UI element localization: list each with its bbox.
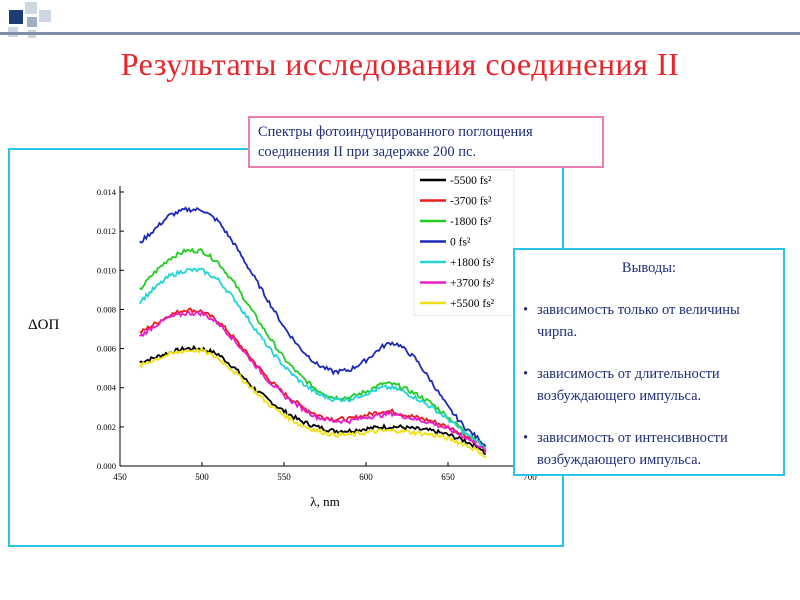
legend-label: -5500 fs² [450, 175, 492, 187]
series-line [138, 267, 487, 451]
y-tick-label: 0.010 [97, 265, 116, 275]
y-tick-label: 0.002 [97, 422, 116, 432]
decor-square [39, 10, 51, 22]
legend-label: +3700 fs² [450, 278, 495, 290]
y-tick-label: 0.008 [97, 304, 116, 314]
x-tick-label: 450 [113, 472, 127, 482]
x-tick-label: 550 [277, 472, 291, 482]
conclusions-box: Выводы: зависимость только от величины ч… [513, 248, 785, 476]
y-tick-label: 0.004 [97, 383, 117, 393]
series-line [139, 247, 487, 451]
series-line [139, 309, 487, 453]
y-axis-label: ΔOП [28, 317, 59, 333]
chart-caption: Спектры фотоиндуцированного поглощения с… [248, 116, 604, 168]
absorption-chart: 450 500 550 600 650 700 0.000 0.002 0.004 0.006 0.… [28, 169, 537, 509]
slide-title: Результаты исследования соединения II [120, 46, 680, 82]
legend-label: +1800 fs² [450, 257, 495, 269]
x-axis-label: λ, nm [310, 494, 339, 509]
decor-square [25, 2, 37, 14]
conclusion-item: зависимость только от величины чирпа. [523, 299, 775, 343]
series-line [139, 346, 487, 459]
series-line [139, 206, 487, 447]
y-tick-label: 0.014 [97, 187, 117, 197]
y-tick-label: 0.012 [97, 226, 116, 236]
legend-label: 0 fs² [450, 237, 471, 249]
x-tick-label: 600 [359, 472, 373, 482]
conclusions-heading: Выводы: [621, 260, 677, 276]
caption-line-1: Спектры фотоиндуцированного поглощения [258, 124, 533, 140]
decor-square [9, 10, 23, 24]
conclusion-item: зависимость от интенсивности возбуждающе… [523, 427, 775, 471]
legend-label: +5500 fs² [450, 298, 495, 310]
caption-line-2: соединения II при задержке 200 пс. [258, 144, 477, 160]
conclusion-item: зависимость от длительности возбуждающег… [523, 363, 775, 407]
decor-square [27, 17, 37, 27]
legend-label: -3700 fs² [450, 196, 492, 208]
header-rule [0, 32, 800, 35]
x-tick-label: 700 [523, 472, 537, 482]
x-tick-label: 500 [195, 472, 209, 482]
chart-frame: 450 500 550 600 650 700 0.000 0.002 0.004 0.006 0.… [8, 148, 564, 547]
y-tick-label: 0.000 [97, 461, 116, 471]
y-tick-label: 0.006 [97, 344, 116, 354]
x-tick-label: 650 [441, 472, 455, 482]
legend-label: -1800 fs² [450, 216, 492, 228]
